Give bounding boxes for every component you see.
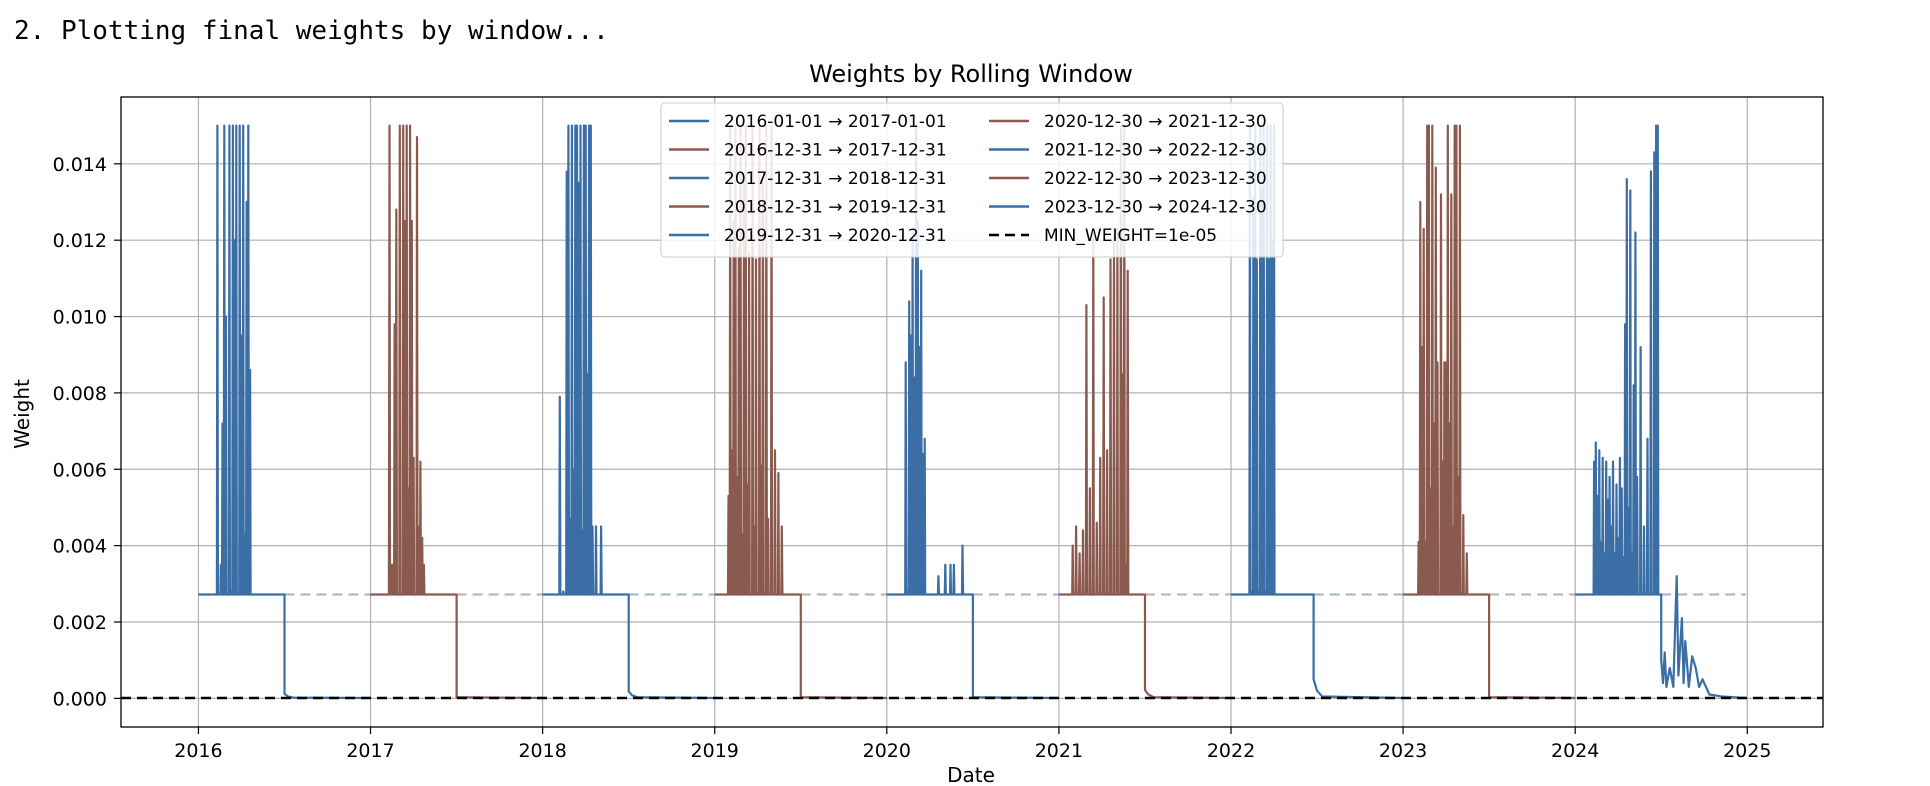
x-axis-title: Date — [947, 763, 995, 786]
legend-label: 2020-12-30 → 2021-12-30 — [1044, 112, 1267, 132]
x-tick-label: 2019 — [691, 740, 739, 762]
legend-label: 2023-12-30 → 2024-12-30 — [1044, 198, 1267, 218]
legend-label: MIN_WEIGHT=1e-05 — [1044, 226, 1217, 246]
x-tick-label: 2020 — [863, 740, 911, 762]
series-line — [198, 124, 371, 700]
y-tick-label: 0.014 — [53, 154, 107, 176]
legend: 2016-01-01 → 2017-01-01 2016-12-31 → 2017… — [660, 102, 1284, 258]
x-tick-label: 2022 — [1207, 740, 1255, 762]
y-tick-label: 0.012 — [53, 230, 107, 252]
y-axis-title: Weight — [10, 379, 34, 449]
legend-box — [660, 102, 1284, 258]
legend-label: 2016-01-01 → 2017-01-01 — [724, 112, 947, 132]
y-tick-label: 0.010 — [53, 307, 107, 329]
y-tick-label: 0.004 — [53, 536, 107, 558]
legend-label: 2016-12-31 → 2017-12-31 — [724, 141, 947, 161]
x-tick-label: 2025 — [1723, 740, 1771, 762]
x-tick-label: 2018 — [518, 740, 566, 762]
x-tick-label: 2023 — [1379, 740, 1427, 762]
axes: 2016 2017 2018 2019 2020 2021 2022 2023 2024 2025… — [53, 96, 1824, 762]
y-tick-label: 0.008 — [53, 383, 107, 405]
legend-label: 2017-12-31 → 2018-12-31 — [724, 169, 947, 189]
series-line — [1231, 124, 1404, 700]
x-tick-label: 2016 — [174, 740, 222, 762]
chart-title: Weights by Rolling Window — [809, 60, 1133, 88]
legend-label: 2021-12-30 → 2022-12-30 — [1044, 141, 1267, 161]
series-line — [1403, 124, 1576, 700]
x-tick-label: 2017 — [346, 740, 394, 762]
y-tick-label: 0.006 — [53, 459, 107, 481]
series-line — [886, 124, 1059, 700]
x-tick-label: 2024 — [1551, 740, 1599, 762]
y-tick-label: 0.000 — [53, 688, 107, 710]
x-tick-label: 2021 — [1035, 740, 1083, 762]
series-line — [370, 124, 543, 700]
series-line — [542, 124, 715, 700]
y-tick-label: 0.002 — [53, 612, 107, 634]
series-line — [1058, 124, 1232, 700]
console-output-line: 2. Plotting final weights by window... — [14, 16, 609, 46]
legend-label: 2019-12-31 → 2020-12-31 — [724, 226, 947, 246]
legend-label: 2018-12-31 → 2019-12-31 — [724, 198, 947, 218]
plot-frame — [120, 96, 1824, 728]
series-line — [1575, 124, 1746, 700]
legend-label: 2022-12-30 → 2023-12-30 — [1044, 169, 1267, 189]
